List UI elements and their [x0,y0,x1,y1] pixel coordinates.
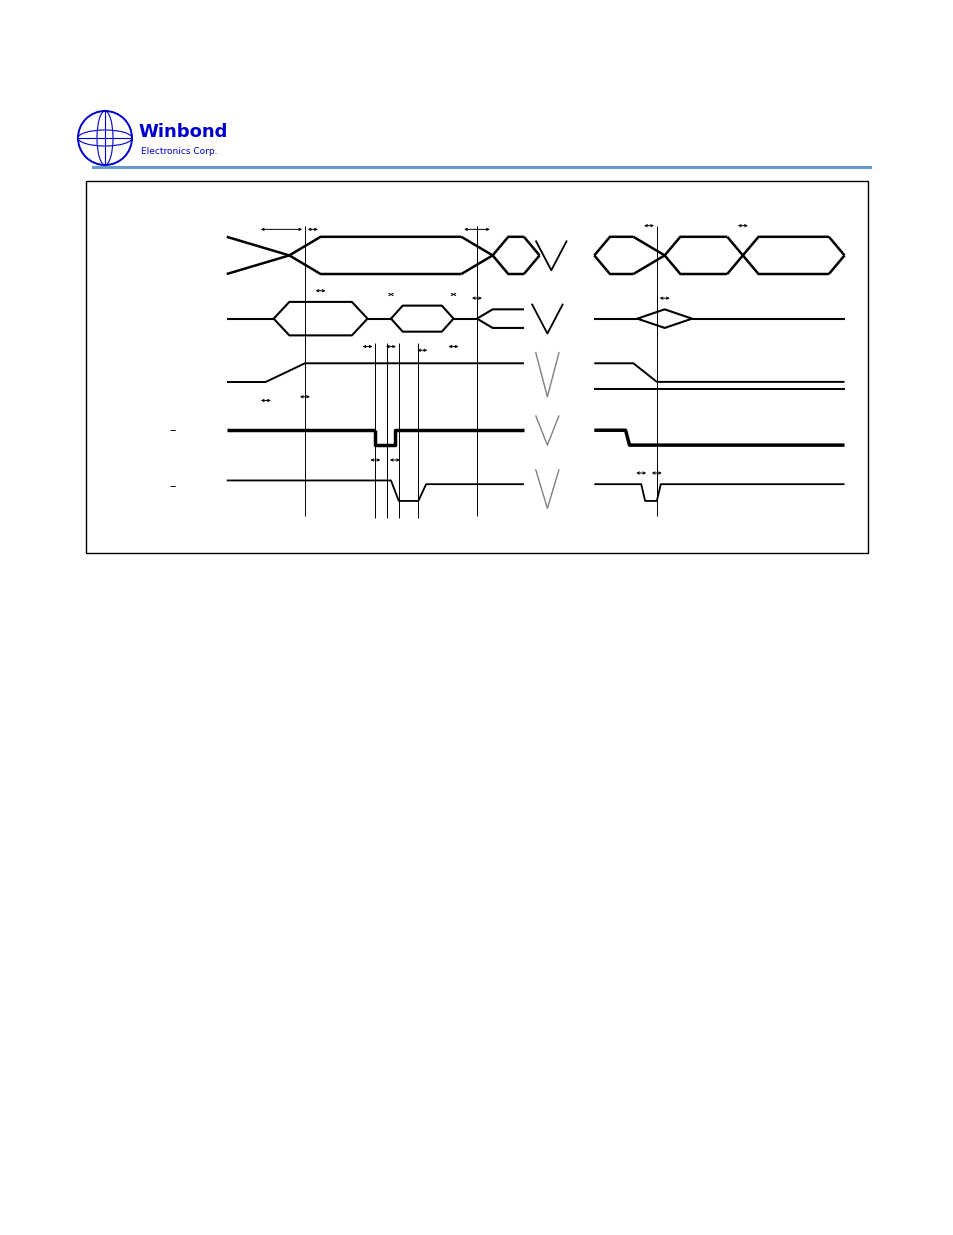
Text: Winbond: Winbond [138,124,227,141]
Text: –: – [169,424,175,437]
Bar [86,182,867,553]
Text: Electronics Corp.: Electronics Corp. [141,147,217,156]
Text: –: – [169,479,175,493]
